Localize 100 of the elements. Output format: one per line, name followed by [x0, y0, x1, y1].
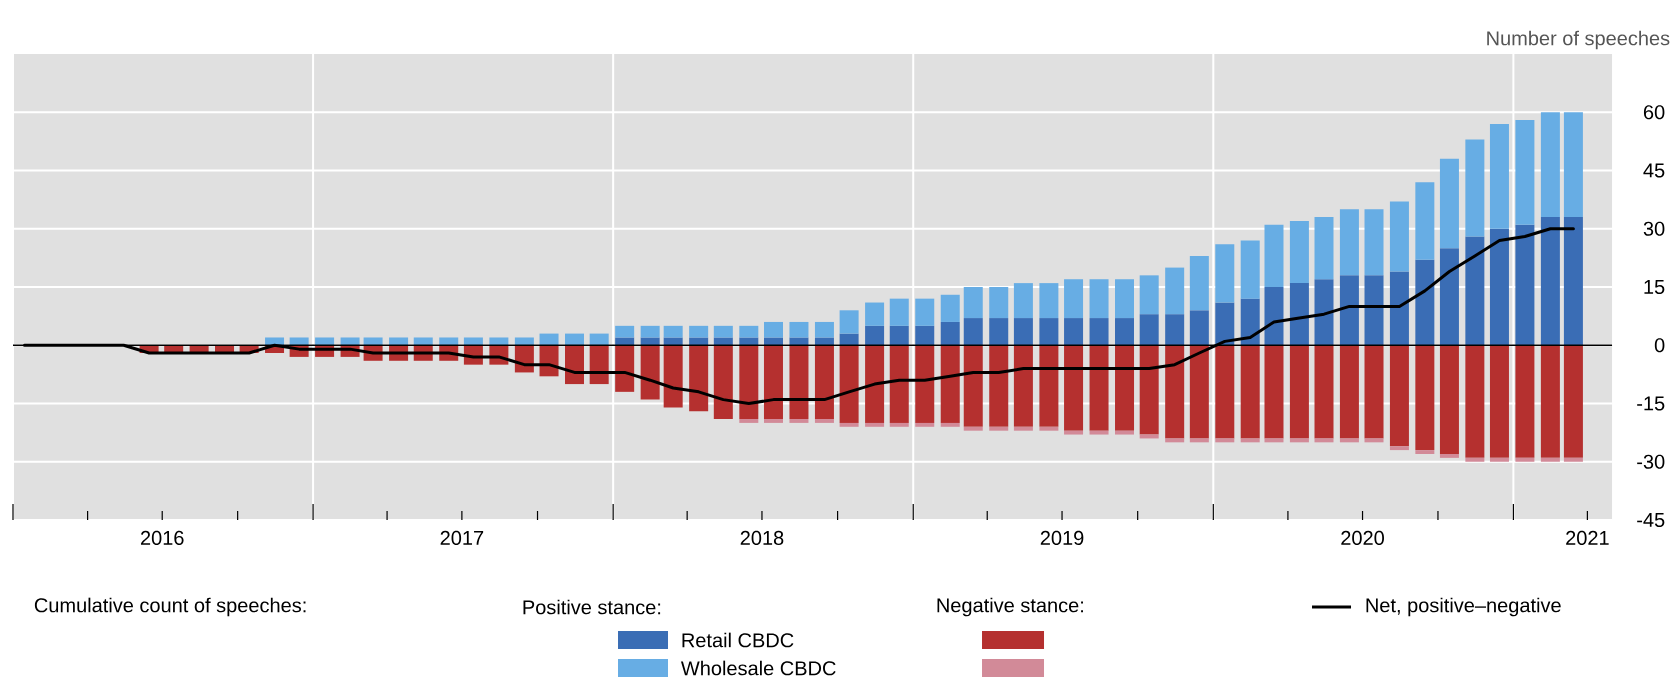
bar — [514, 337, 534, 346]
bar — [463, 337, 483, 346]
bar — [865, 345, 885, 423]
bar — [265, 337, 285, 346]
bar — [589, 333, 609, 346]
bar — [1115, 318, 1135, 346]
bar — [1314, 279, 1334, 346]
bar — [963, 318, 983, 346]
bar — [615, 325, 635, 338]
bar — [1540, 112, 1560, 218]
bar — [413, 337, 433, 346]
bar — [1540, 457, 1560, 462]
bar — [1314, 345, 1334, 439]
text: Positive stance: — [523, 599, 661, 615]
bar — [1089, 430, 1109, 435]
bar — [489, 337, 509, 346]
x-tick-label: 2020 — [1341, 530, 1384, 546]
bar — [1364, 209, 1384, 276]
bar — [814, 337, 834, 346]
y-tick-label: -45 — [1637, 513, 1665, 527]
bar — [1563, 112, 1583, 218]
bar — [1439, 453, 1459, 458]
bar — [1215, 345, 1235, 439]
bar — [1515, 345, 1535, 458]
bar — [940, 345, 960, 423]
bar — [389, 337, 409, 346]
bar — [839, 345, 859, 423]
bar — [889, 298, 909, 326]
bar — [963, 287, 983, 319]
bar — [1039, 283, 1059, 319]
bar — [1165, 314, 1185, 346]
bar — [1563, 217, 1583, 346]
bar — [1064, 345, 1084, 431]
bar — [1339, 209, 1359, 276]
bar — [640, 325, 660, 338]
bar — [789, 337, 809, 346]
bar — [789, 419, 809, 423]
bar — [363, 337, 383, 346]
y-tick-label: 30 — [1643, 221, 1665, 236]
bar — [1064, 279, 1084, 319]
bar — [1139, 275, 1159, 315]
bar — [1515, 120, 1535, 225]
bar — [989, 426, 1009, 431]
bar — [565, 333, 585, 346]
bar — [1139, 314, 1159, 346]
bar — [640, 345, 660, 400]
bar — [689, 345, 709, 412]
bar — [739, 325, 759, 338]
bar — [663, 345, 683, 408]
bar — [889, 422, 909, 427]
legend-label: Wholesale CBDC — [680, 660, 836, 676]
bar — [1465, 457, 1485, 462]
bar — [1415, 259, 1435, 346]
bar — [1264, 438, 1284, 443]
bar — [1314, 217, 1334, 280]
bar — [1439, 248, 1459, 346]
bar — [865, 325, 885, 346]
bar — [963, 426, 983, 431]
bar — [1389, 345, 1409, 447]
bar — [1415, 182, 1435, 260]
bar — [1264, 287, 1284, 346]
legend-title: Cumulative count of speeches: — [34, 597, 306, 617]
bar — [1013, 283, 1033, 319]
bar — [940, 422, 960, 427]
bar — [915, 325, 935, 346]
bar — [1215, 244, 1235, 303]
bar — [1439, 345, 1459, 454]
bar — [789, 321, 809, 338]
bar — [1189, 438, 1209, 443]
y-tick-label: -15 — [1637, 396, 1665, 411]
bar — [1540, 217, 1560, 346]
bar — [1064, 430, 1084, 435]
bar — [739, 345, 759, 420]
bar — [1439, 158, 1459, 249]
bar — [663, 337, 683, 346]
bar — [1165, 438, 1185, 443]
bar — [1139, 345, 1159, 435]
bar — [789, 345, 809, 420]
bar — [963, 345, 983, 427]
bar — [1165, 345, 1185, 439]
bar — [763, 345, 783, 420]
bar — [763, 337, 783, 346]
bar — [839, 333, 859, 346]
bar — [289, 337, 309, 346]
bar — [1364, 345, 1384, 439]
bar — [814, 419, 834, 423]
bar — [739, 337, 759, 346]
legend-label: Net, positive–negative — [1366, 597, 1561, 617]
bar — [1314, 438, 1334, 443]
bar — [1189, 345, 1209, 439]
bar — [1389, 201, 1409, 272]
bar — [1465, 139, 1485, 237]
bar — [1465, 345, 1485, 458]
bar — [340, 337, 360, 346]
bar — [739, 419, 759, 423]
bar — [989, 287, 1009, 319]
bar — [889, 325, 909, 346]
y-tick-label: 0 — [1654, 338, 1665, 353]
bar — [839, 310, 859, 334]
y-tick-label: 45 — [1643, 163, 1665, 178]
